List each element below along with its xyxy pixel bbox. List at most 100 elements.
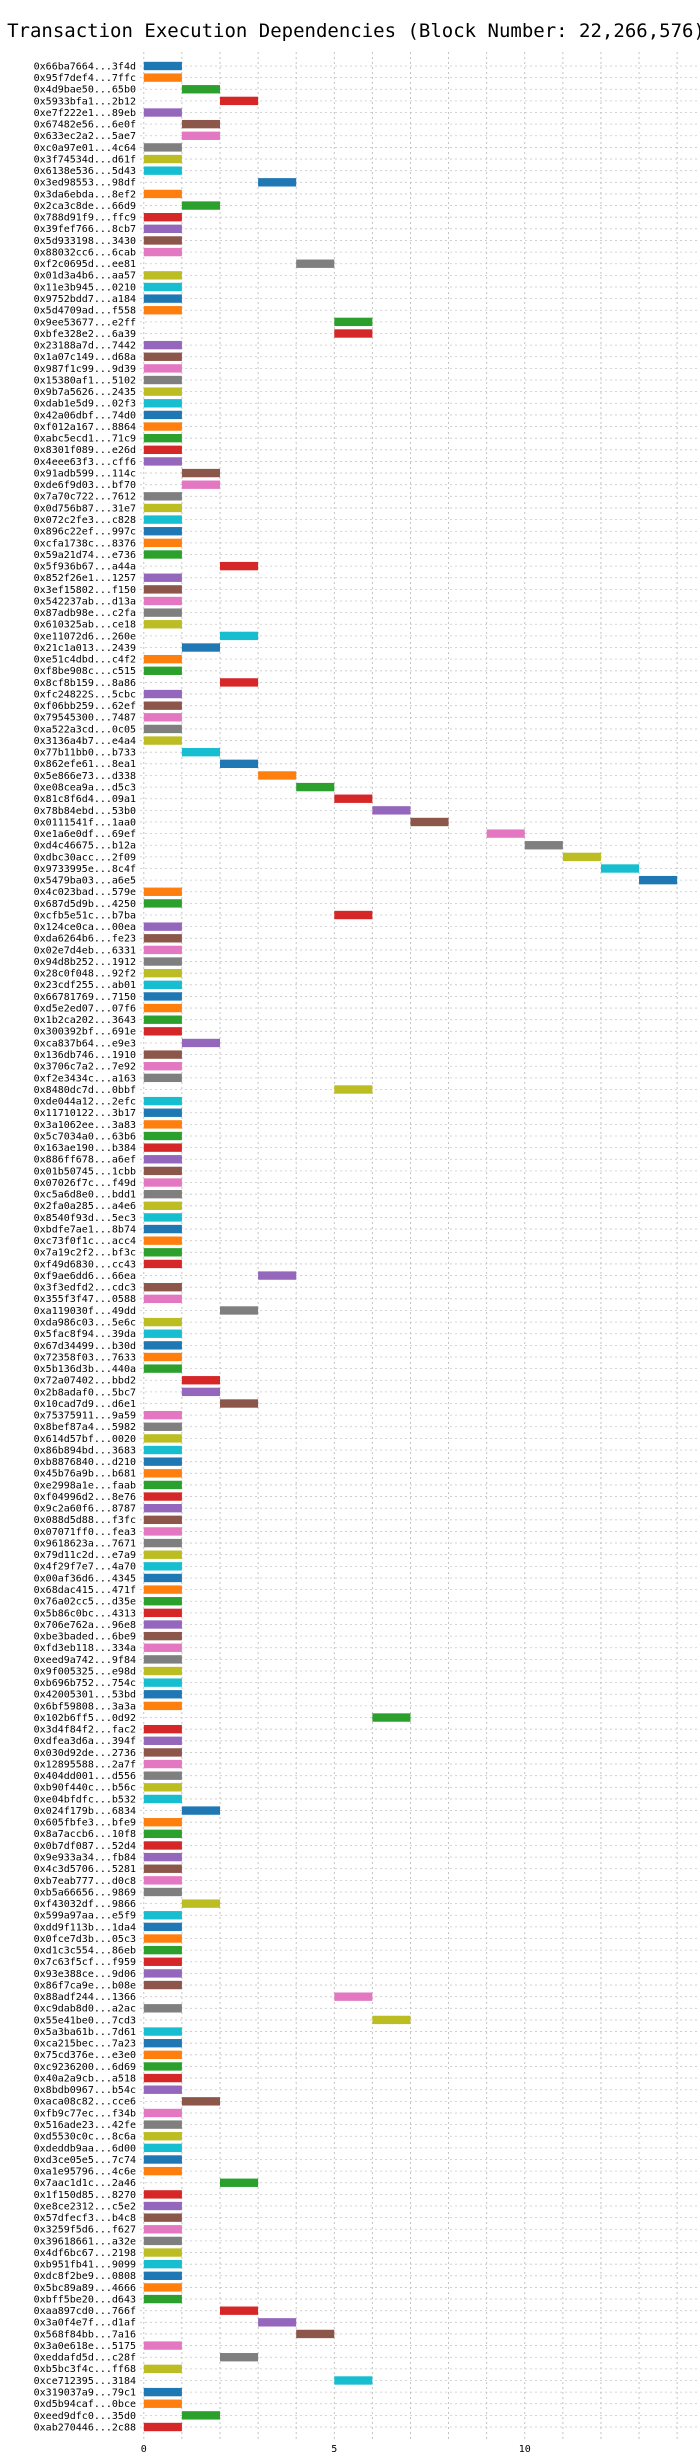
tx-label: 0xe7f222e1...89eb [34,108,136,119]
tx-bar [143,1480,182,1490]
tx-label: 0x9ee53677...e2ff [34,317,136,328]
tx-label: 0x319037a9...79c1 [34,2388,136,2399]
tx-bar [143,166,182,175]
tx-bar [143,1166,182,1176]
tx-bar [143,1422,182,1431]
tx-label: 0x3f3edfd2...cdc3 [34,1283,136,1294]
tx-bar [143,1201,182,1210]
tx-label: 0x9752bdd7...a184 [34,294,136,305]
tx-bar [143,1841,182,1850]
tx-label: 0x91adb599...114c [34,468,136,479]
tx-bar [143,2341,182,2350]
tx-label: 0xa522a3cd...0c05 [34,724,136,735]
tx-bar [143,73,182,82]
tx-bar [143,2259,182,2269]
tx-label: 0x8a7accb6...10f8 [34,1829,136,1840]
tx-label: 0x3a1062ee...3a83 [34,1120,136,1131]
tx-bar [181,2411,220,2420]
tx-bar [143,433,182,443]
tx-bar [220,2353,259,2362]
tx-label: 0x8cf8b159...8a86 [34,678,136,689]
tx-label: 0xd1c3c554...86eb [34,1946,136,1957]
tx-label: 0xde044a12...2efc [34,1097,136,1108]
tx-bar [143,1876,182,1885]
tx-bar [143,1969,182,1978]
tx-label: 0x39fef766...8cb7 [34,224,136,235]
tx-bar [143,899,182,908]
tx-bar [143,1259,182,1269]
tx-bar [334,910,373,920]
tx-label: 0x4c023bad...579e [34,887,136,898]
tx-label: 0x28c0f048...92f2 [34,969,136,980]
tx-label: 0xe2998a1e...faab [34,1480,136,1491]
tx-bar [143,1527,182,1536]
tx-bar [143,968,182,978]
tx-label: 0x8480dc7d...0bbf [34,1085,136,1096]
tx-bar [334,1085,373,1094]
tx-label: 0x86f7ca9e...b08e [34,1980,136,1991]
tx-label: 0x21c1a013...2439 [34,643,136,654]
tx-bar [181,1899,220,1908]
tx-label: 0xab270446...2c88 [34,2422,136,2433]
tx-label: 0x102b6ff5...0d92 [34,1713,136,1724]
tx-label: 0xd5e2ed07...07f6 [34,1003,136,1014]
tx-bar [143,1759,182,1769]
tx-label: 0x0111541f...1aa0 [34,817,136,828]
tx-bar [296,2329,335,2339]
tx-label: 0x00af36d6...4345 [34,1573,136,1584]
tx-bar [143,945,182,955]
tx-label: 0xaa897cd0...766f [34,2306,136,2317]
x-axis: 0 5 10 [141,2444,531,2455]
tx-label: 0x4f29f7e7...4a70 [34,1562,136,1573]
tx-bar [143,399,182,408]
tx-label: 0xbdfe7ae1...8b74 [34,1224,136,1235]
tx-bar [143,724,182,734]
tx-label: 0xfb9c77ec...f34b [34,2108,136,2119]
tx-bar [143,1655,182,1664]
tx-label: 0x163ae190...b384 [34,1143,136,1154]
tx-bar [143,2062,182,2071]
x-tick-label: 5 [331,2444,337,2455]
tx-bar [143,1538,182,1548]
tx-label: 0xabc5ecd1...71c9 [34,434,136,445]
tx-label: 0xbe3baded...6be9 [34,1632,136,1643]
tx-bar [143,1678,182,1687]
tx-label: 0x07071ff0...fea3 [34,1527,136,1538]
tx-bar [143,1794,182,1804]
tx-label: 0x516ade23...42fe [34,2120,136,2131]
tx-bar [143,1143,182,1152]
tx-bar [334,317,373,327]
tx-bar [143,2132,182,2141]
tx-label: 0x3a0f4e7f...d1af [34,2318,136,2329]
tx-bar [143,410,182,420]
tx-bar [143,608,182,617]
tx-bar [143,689,182,699]
tx-bar [143,422,182,431]
tx-label: 0xf9ae6dd6...66ea [34,1271,136,1282]
tx-label: 0x088d5d88...f3fc [34,1515,136,1526]
tx-label: 0x0fce7d3b...05c3 [34,1934,136,1945]
tx-bar [181,85,220,94]
tx-bar [143,1015,182,1024]
tx-label: 0x86b894bd...3683 [34,1445,136,1456]
tx-label: 0xeed9a742...9f84 [34,1655,136,1666]
tx-bar [143,503,182,513]
tx-label: 0x66781769...7150 [34,992,136,1003]
tx-bar [181,748,220,757]
tx-bar [143,1736,182,1745]
tx-label: 0x75cd376e...e3e0 [34,2050,136,2061]
tx-bar [143,1934,182,1943]
tx-bar [181,1038,220,1048]
tx-label: 0x81c8f6d4...09a1 [34,794,136,805]
tx-bar [143,1108,182,1117]
tx-bar [143,1724,182,1734]
tx-label: 0x3d4f84f2...fac2 [34,1725,136,1736]
tx-label: 0x15380af1...5102 [34,375,136,386]
tx-bar [220,561,259,571]
tx-bar [258,771,297,780]
tx-bar [296,782,335,792]
tx-label: 0x42005301...53bd [34,1690,136,1701]
tx-bar [220,96,259,106]
tx-bar [143,1597,182,1606]
tx-label: 0x2ca3c8de...66d9 [34,201,136,212]
